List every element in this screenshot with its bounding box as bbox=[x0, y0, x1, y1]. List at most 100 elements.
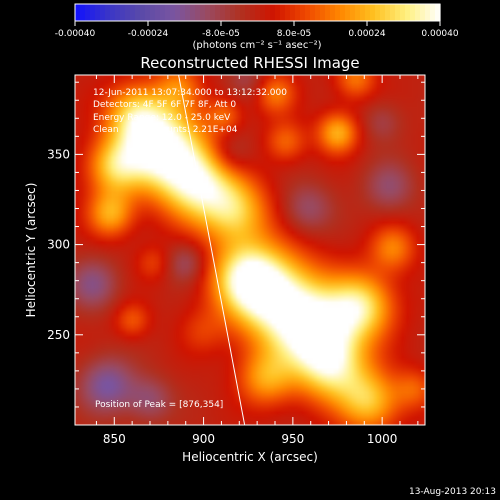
colorbar-cell bbox=[120, 4, 126, 21]
colorbar-cell bbox=[240, 4, 246, 21]
colorbar-tick-label: 0.00040 bbox=[421, 29, 458, 39]
colorbar-cell bbox=[415, 4, 421, 21]
colorbar-cell bbox=[115, 4, 121, 21]
colorbar-cell bbox=[175, 4, 181, 21]
colorbar-cell bbox=[180, 4, 186, 21]
colorbar-cell bbox=[110, 4, 116, 21]
y-tick-label: 350 bbox=[47, 147, 70, 161]
colorbar-cell bbox=[140, 4, 146, 21]
colorbar-cell bbox=[315, 4, 321, 21]
colorbar-cell bbox=[135, 4, 141, 21]
colorbar-tick-label: 8.0e-05 bbox=[277, 29, 312, 39]
colorbar-cell bbox=[355, 4, 361, 21]
x-tick-label: 1000 bbox=[367, 432, 398, 446]
colorbar-cell bbox=[195, 4, 201, 21]
plot-annotations: 12-Jun-2011 13:07:34.000 to 13:12:32.000… bbox=[93, 88, 287, 410]
colorbar-tick-label: -8.0e-05 bbox=[202, 29, 240, 39]
colorbar-frame bbox=[74, 3, 441, 22]
colorbar-cell bbox=[205, 4, 211, 21]
colorbar-cell bbox=[215, 4, 221, 21]
axis-ticks: 850 900 950 1000 250 300 350 bbox=[47, 75, 425, 446]
x-axis-label: Heliocentric X (arcsec) bbox=[182, 450, 318, 464]
colorbar-cell bbox=[230, 4, 236, 21]
colorbar-cell bbox=[285, 4, 291, 21]
y-tick-label: 250 bbox=[47, 328, 70, 342]
footer-date: 13-Aug-2013 20:13 bbox=[409, 487, 496, 497]
colorbar-cell bbox=[275, 4, 281, 21]
colorbar-cell bbox=[375, 4, 381, 21]
colorbar-cell bbox=[95, 4, 101, 21]
colorbar-cell bbox=[420, 4, 426, 21]
colorbar-cell bbox=[185, 4, 191, 21]
colorbar-cell bbox=[385, 4, 391, 21]
colorbar-cell bbox=[300, 4, 306, 21]
colorbar-cell bbox=[260, 4, 266, 21]
colorbar-cell bbox=[425, 4, 431, 21]
colorbar-cell bbox=[330, 4, 336, 21]
colorbar-cell bbox=[170, 4, 176, 21]
colorbar-cell bbox=[90, 4, 96, 21]
colorbar-cell bbox=[340, 4, 346, 21]
heatmap-image bbox=[75, 75, 425, 425]
colorbar-cell bbox=[155, 4, 161, 21]
colorbar-cell bbox=[220, 4, 226, 21]
plot-frame bbox=[74, 74, 426, 426]
colorbar-cell bbox=[305, 4, 311, 21]
colorbar: -0.00040 -0.00024 -8.0e-05 8.0e-05 0.00024 0.… bbox=[55, 3, 459, 51]
colorbar-cell bbox=[200, 4, 206, 21]
colorbar-cell bbox=[270, 4, 276, 21]
colorbar-cell bbox=[395, 4, 401, 21]
colorbar-cell bbox=[75, 4, 81, 21]
colorbar-cell bbox=[250, 4, 256, 21]
colorbar-cell bbox=[130, 4, 136, 21]
colorbar-cell bbox=[235, 4, 241, 21]
colorbar-cell bbox=[165, 4, 171, 21]
colorbar-cell bbox=[350, 4, 356, 21]
colorbar-gradient bbox=[75, 4, 441, 21]
colorbar-cell bbox=[210, 4, 216, 21]
solar-limb-line bbox=[178, 75, 246, 425]
colorbar-cell bbox=[360, 4, 366, 21]
colorbar-cell bbox=[365, 4, 371, 21]
colorbar-ticks: -0.00040 -0.00024 -8.0e-05 8.0e-05 0.00024 0.… bbox=[55, 21, 459, 39]
colorbar-cell bbox=[325, 4, 331, 21]
x-tick-label: 950 bbox=[281, 432, 304, 446]
colorbar-tick-label: 0.00024 bbox=[348, 29, 385, 39]
colorbar-cell bbox=[310, 4, 316, 21]
colorbar-cell bbox=[85, 4, 91, 21]
colorbar-cell bbox=[320, 4, 326, 21]
colorbar-cell bbox=[400, 4, 406, 21]
colorbar-cell bbox=[295, 4, 301, 21]
colorbar-cell bbox=[80, 4, 86, 21]
colorbar-cell bbox=[390, 4, 396, 21]
colorbar-cell bbox=[290, 4, 296, 21]
colorbar-cell bbox=[190, 4, 196, 21]
x-tick-label: 850 bbox=[103, 432, 126, 446]
y-tick-label: 300 bbox=[47, 238, 70, 252]
colorbar-cell bbox=[255, 4, 261, 21]
colorbar-cell bbox=[410, 4, 416, 21]
chart-title: Reconstructed RHESSI Image bbox=[140, 54, 359, 72]
colorbar-cell bbox=[335, 4, 341, 21]
colorbar-cell bbox=[280, 4, 286, 21]
colorbar-cell bbox=[265, 4, 271, 21]
colorbar-cell bbox=[145, 4, 151, 21]
colorbar-cell bbox=[435, 4, 441, 21]
annotation-time-range: 12-Jun-2011 13:07:34.000 to 13:12:32.000 bbox=[93, 88, 287, 98]
annotation-detectors: Detectors: 4F 5F 6F 7F 8F, Att 0 bbox=[93, 100, 236, 110]
colorbar-cell bbox=[380, 4, 386, 21]
colorbar-cell bbox=[430, 4, 436, 21]
colorbar-tick-label: -0.00040 bbox=[55, 29, 96, 39]
annotation-energy-range: Energy Range: 12.0 - 25.0 keV bbox=[93, 113, 231, 123]
colorbar-cell bbox=[125, 4, 131, 21]
x-tick-label: 900 bbox=[192, 432, 215, 446]
annotation-peak-position: Position of Peak = [876,354] bbox=[95, 400, 223, 410]
colorbar-units: (photons cm⁻² s⁻¹ asec⁻²) bbox=[192, 40, 321, 51]
colorbar-cell bbox=[405, 4, 411, 21]
colorbar-cell bbox=[100, 4, 106, 21]
plot-area bbox=[75, 75, 425, 425]
y-axis-label: Heliocentric Y (arcsec) bbox=[24, 183, 38, 318]
colorbar-tick-label: -0.00024 bbox=[128, 29, 169, 39]
colorbar-cell bbox=[370, 4, 376, 21]
